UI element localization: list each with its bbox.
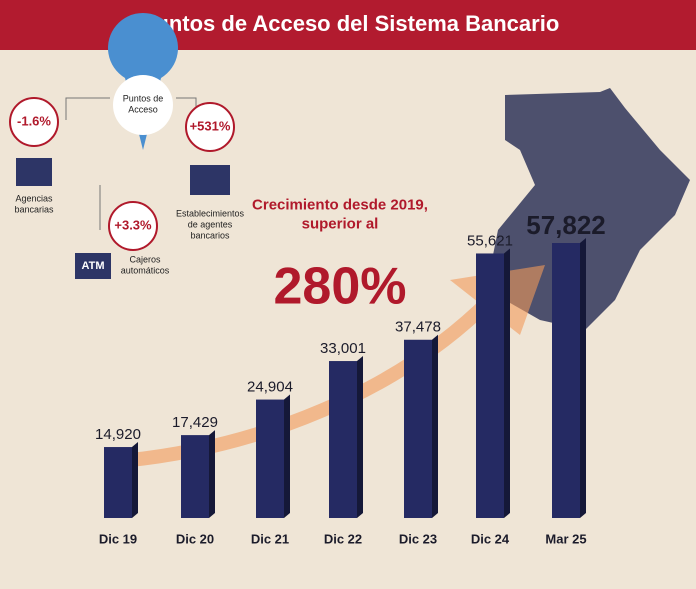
bar — [256, 399, 284, 518]
change: +3.3% — [114, 217, 152, 232]
x-tick-label: Dic 23 — [399, 531, 437, 546]
value-label: 14,920 — [95, 426, 141, 443]
connector — [65, 97, 110, 120]
value-label: 17,429 — [172, 414, 218, 431]
bar-side — [132, 442, 138, 518]
callout-center: Puntos de Acceso — [123, 94, 164, 115]
atm-text: ATM — [81, 260, 104, 272]
bar-side — [209, 430, 215, 518]
bar-side — [432, 334, 438, 518]
bank-icon — [16, 158, 52, 186]
x-tick-label: Dic 21 — [251, 531, 289, 546]
callout-label: Agencias bancarias — [14, 194, 54, 215]
bar — [104, 447, 132, 518]
atm-icon — [75, 253, 111, 279]
change: -1.6% — [17, 113, 51, 128]
badge — [185, 102, 235, 152]
growth-arrow — [109, 295, 495, 469]
change: +531% — [190, 118, 231, 133]
x-tick-label: Dic 19 — [99, 531, 137, 546]
chart-title: Puntos de Acceso del Sistema Bancario — [141, 11, 560, 36]
value-label: 37,478 — [395, 319, 441, 336]
bar — [329, 361, 357, 518]
growth-value: 280% — [274, 258, 407, 316]
x-tick-label: Mar 25 — [545, 531, 586, 546]
bar — [404, 339, 432, 518]
bar-side — [580, 238, 586, 518]
bar — [552, 243, 580, 518]
callout-label: Cajeros automáticos — [121, 255, 170, 276]
bar — [476, 253, 504, 518]
bar-side — [357, 356, 363, 518]
bar-side — [504, 248, 510, 518]
badge — [108, 201, 158, 251]
bar — [181, 435, 209, 518]
shop-icon — [190, 165, 230, 195]
growth-text: Crecimiento desde 2019, superior al — [252, 196, 428, 232]
value-label: 33,001 — [320, 340, 366, 357]
callout-label: Establecimientos de agentes bancarios — [176, 209, 245, 241]
badge — [9, 97, 59, 147]
pin-center — [113, 75, 173, 135]
value-label: 55,621 — [467, 232, 513, 249]
x-tick-label: Dic 20 — [176, 531, 214, 546]
x-tick-label: Dic 24 — [471, 531, 510, 546]
x-tick-label: Dic 22 — [324, 531, 362, 546]
value-label: 57,822 — [526, 210, 606, 240]
value-label: 24,904 — [247, 379, 293, 396]
bar-side — [284, 394, 290, 518]
